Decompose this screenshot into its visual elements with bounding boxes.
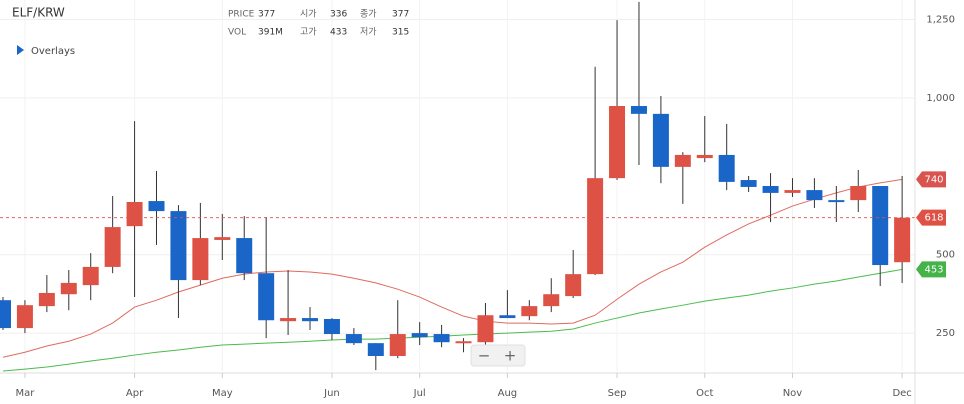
candle-body [411,333,428,338]
y-tick-label: 500 [936,250,955,261]
price-badge [916,171,946,188]
candle-body [674,154,691,167]
candle-body [784,190,801,193]
candle-body [170,211,187,281]
x-tick-label: Jun [323,388,340,399]
header-label: 시가 [300,9,317,20]
candle-body [0,300,11,329]
header-value: 391M [258,28,283,38]
header-label: 고가 [300,27,317,38]
y-tick-label: 1,250 [926,14,955,25]
x-tick-label: Mar [15,388,35,399]
x-tick-label: May [212,388,233,399]
candle-body [477,315,494,343]
candle-body [16,305,33,329]
candle-body [872,186,889,266]
candle-body [302,318,319,322]
candle-body [323,318,340,335]
candle-body [762,186,779,193]
x-tick-label: Oct [696,388,713,399]
candle-body [740,180,757,187]
candle-body [696,154,713,159]
candle-body [214,237,231,240]
candle-body [630,106,647,114]
y-tick-label: 250 [936,328,955,339]
header-value: 336 [330,10,347,20]
candle-body [367,343,384,357]
y-tick-label: 1,000 [926,93,955,104]
chart-title: ELF/KRW [12,6,65,20]
candle-body [499,315,516,319]
badges: 740 453 618 [916,171,946,278]
moving-average [2,268,903,372]
x-tick-label: Aug [498,388,518,399]
price-badge-label: 618 [924,213,943,224]
price-badge-label: 453 [924,264,943,275]
candle-body [543,294,560,307]
zoom-panel [470,344,526,367]
candle-body [82,266,99,286]
candle-body [850,186,867,201]
candle-body [828,200,845,203]
overlays-toggle[interactable]: Overlays [17,45,75,57]
candle-body [652,113,669,167]
header-value: 377 [258,10,275,20]
candle-body [565,274,582,297]
header-label: 종가 [360,9,377,20]
header-label: 저가 [360,27,377,38]
candle-body [609,106,626,179]
price-badge [916,209,946,226]
candle-body [38,292,55,307]
candle-body [806,190,823,201]
price-badge-label: 740 [924,174,943,185]
candle-body [60,282,77,295]
candle-body [389,334,406,357]
candle-body [148,201,165,212]
toggle-icon [17,45,24,55]
axis: 250 500 1,000 1,250 Mar Apr May Jun Jul Aug Sep Oct… [15,14,955,399]
zoom-in[interactable]: + [504,347,517,365]
header-label: VOL [228,28,246,38]
candle-body [718,154,735,182]
candle-body [192,238,209,281]
header-value: 377 [392,10,409,20]
header-value: 433 [330,28,347,38]
x-tick-label: Nov [783,388,803,399]
header-label: PRICE [228,10,255,20]
zoom-controls: − + [470,344,526,367]
header-value: 315 [392,28,409,38]
price-badge [916,261,946,278]
candle-body [345,334,362,344]
x-tick-label: Dec [892,388,911,399]
x-tick-label: Sep [608,388,627,399]
candle-body [587,178,604,275]
x-tick-label: Apr [126,388,144,399]
x-tick-label: Jul [413,388,426,399]
candle-body [521,306,538,317]
zoom-out[interactable]: − [478,347,491,365]
candle-body [258,273,275,321]
candle-body [455,341,472,344]
candle-body [894,217,911,263]
candle-body [280,318,297,322]
candle-body [236,238,253,274]
moving-average [2,178,903,358]
candle-body [104,227,121,267]
toggle-label: Overlays [31,46,75,57]
candle-body [126,201,143,227]
candle-body [433,334,450,343]
plot [0,1,915,372]
